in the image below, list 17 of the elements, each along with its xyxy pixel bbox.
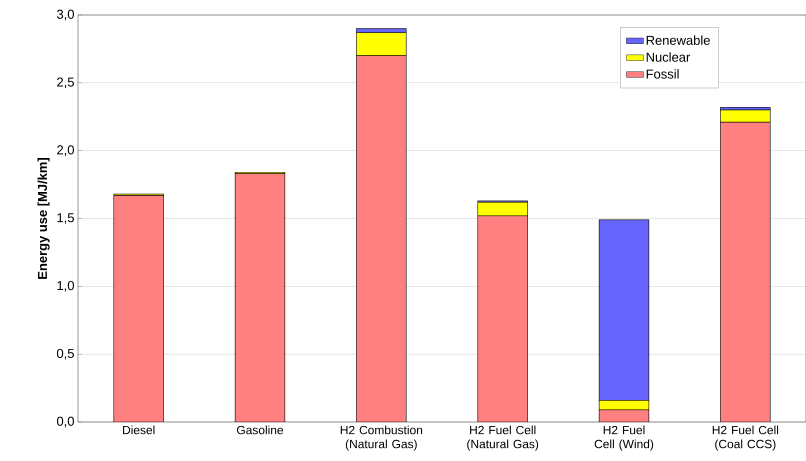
x-tick-label: Gasoline [237,426,284,434]
legend-label: Nuclear [646,52,690,62]
y-tick-label: 0,0 [56,416,74,428]
x-tick-label: H2 Fuel Cell (Natural Gas) [467,426,538,451]
y-axis-title: Energy use [MJ/km] [38,158,50,279]
y-tick-label: 0,5 [56,348,74,360]
y-tick-label: 2,5 [57,77,74,88]
y-tick-label: 2,0 [57,145,74,156]
y-tick-label: 3,0 [56,10,74,20]
x-tick-label: Diesel [123,426,154,434]
y-tick-label: 1,5 [57,213,74,224]
y-tick-label: 1,0 [57,280,74,292]
x-tick-label: H2 Fuel Cell (Wind) [594,426,654,451]
x-tick-label: H2 Fuel Cell (Coal CCS) [712,426,778,451]
x-tick-label: H2 Combustion (Natural Gas) [340,426,422,451]
legend-label: Renewable [646,35,710,45]
legend-label: Fossil [646,69,679,79]
